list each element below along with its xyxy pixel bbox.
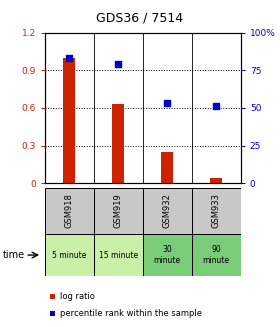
- Text: 15 minute: 15 minute: [99, 250, 138, 260]
- Bar: [45, 234, 94, 276]
- Bar: [192, 234, 241, 276]
- Text: percentile rank within the sample: percentile rank within the sample: [60, 309, 202, 318]
- Bar: [45, 188, 94, 234]
- Point: [116, 62, 120, 67]
- Bar: [143, 234, 192, 276]
- Bar: [210, 178, 222, 183]
- Point: [67, 56, 71, 61]
- Text: log ratio: log ratio: [60, 292, 95, 301]
- Text: GSM932: GSM932: [163, 194, 172, 228]
- Bar: [50, 294, 55, 299]
- Point: [165, 101, 169, 106]
- Point: [214, 104, 218, 109]
- Bar: [63, 58, 75, 183]
- Bar: [161, 152, 173, 183]
- Text: 90
minute: 90 minute: [203, 245, 230, 265]
- Text: time: time: [3, 250, 25, 260]
- Text: 30
minute: 30 minute: [154, 245, 181, 265]
- Bar: [112, 104, 124, 183]
- Text: 5 minute: 5 minute: [52, 250, 87, 260]
- Text: GSM918: GSM918: [65, 194, 74, 228]
- Bar: [50, 311, 55, 316]
- Bar: [94, 234, 143, 276]
- Bar: [94, 188, 143, 234]
- Text: GSM919: GSM919: [114, 194, 123, 228]
- Text: GDS36 / 7514: GDS36 / 7514: [96, 11, 184, 25]
- Bar: [192, 188, 241, 234]
- Bar: [143, 188, 192, 234]
- Text: GSM933: GSM933: [212, 193, 221, 229]
